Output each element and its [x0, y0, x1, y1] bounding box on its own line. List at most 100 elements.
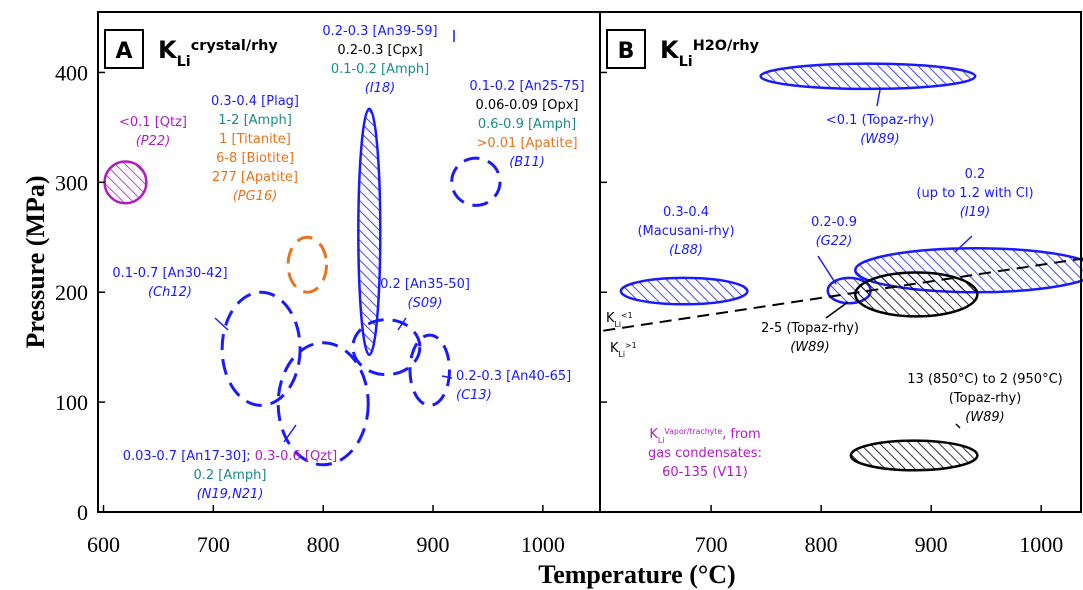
- y-tick-label: 400: [55, 60, 88, 85]
- annotation: (S09): [408, 296, 443, 311]
- annotation: 0.03-0.7 [An17-30]; 0.3-0.6 [Qzt]: [123, 449, 337, 464]
- leader-line: [954, 235, 973, 253]
- text-segment: (Ch12): [148, 285, 192, 300]
- text-segment: Li: [658, 436, 665, 445]
- x-tick-label: 900: [417, 532, 450, 557]
- text-segment: 0.1-0.2 [An25-75]: [469, 79, 584, 94]
- region: [854, 271, 979, 318]
- annotation: KLi>1: [610, 341, 637, 359]
- text-segment: (B11): [509, 155, 545, 170]
- text-segment: 0.2-0.9: [811, 215, 857, 230]
- text-segment: 1 [Titanite]: [219, 132, 291, 147]
- text-segment: 0.2 [An35-50]: [380, 277, 470, 292]
- text-segment: 0.3-0.4: [663, 205, 709, 220]
- annotation: (N19,N21): [197, 487, 264, 502]
- panel-title: KLicrystal/rhy: [158, 36, 278, 70]
- annotation: 1 [Titanite]: [219, 132, 291, 147]
- text-segment: 0.1-0.2 [Amph]: [331, 62, 429, 77]
- text-segment: 0.3-0.6 [Qzt]: [251, 449, 338, 464]
- text-segment: (L88): [669, 243, 703, 258]
- y-tick-label: 100: [55, 390, 88, 415]
- text-segment: (PG16): [233, 189, 278, 204]
- text-segment: Li: [679, 54, 693, 70]
- text-segment: K: [649, 427, 658, 442]
- leader-line: [441, 375, 453, 379]
- text-segment: 1-2 [Amph]: [218, 113, 292, 128]
- region: [450, 156, 502, 207]
- text-segment: <0.1 [Qtz]: [119, 115, 187, 130]
- y-tick-label: 200: [55, 280, 88, 305]
- text-segment: >1: [625, 341, 637, 350]
- y-tick-label: 300: [55, 170, 88, 195]
- text-segment: 0.1-0.7 [An30-42]: [112, 266, 227, 281]
- text-segment: , from: [722, 427, 761, 442]
- text-segment: (W89): [790, 340, 830, 355]
- annotation: 0.06-0.09 [Opx]: [475, 98, 578, 113]
- panel-label-box: [606, 29, 646, 69]
- annotation: >0.01 [Apatite]: [476, 136, 577, 151]
- region: [103, 160, 148, 205]
- annotation: (G22): [816, 234, 853, 249]
- x-tick-label: 700: [197, 532, 230, 557]
- annotation: (B11): [509, 155, 545, 170]
- region: [759, 62, 977, 91]
- panel-label: B: [618, 39, 635, 64]
- y-tick-label: 0: [77, 500, 88, 525]
- region: [357, 107, 382, 357]
- annotation: (W89): [790, 340, 830, 355]
- text-segment: 0.03-0.7 [An17-30];: [123, 449, 251, 464]
- leader-line: [825, 301, 849, 319]
- text-segment: Li: [615, 320, 622, 329]
- text-segment: (Topaz-rhy): [949, 391, 1022, 406]
- annotation: 0.2: [965, 167, 986, 182]
- text-segment: Li: [177, 54, 191, 70]
- text-segment: (C13): [456, 388, 492, 403]
- text-segment: (S09): [408, 296, 443, 311]
- y-axis-title: Pressure (MPa): [21, 175, 50, 348]
- annotation: 2-5 (Topaz-rhy): [761, 321, 859, 336]
- region: [351, 318, 422, 377]
- text-segment: 0.3-0.4 [Plag]: [211, 94, 299, 109]
- text-segment: 6-8 [Biotite]: [216, 151, 294, 166]
- annotation: 0.2 [Amph]: [194, 468, 267, 483]
- text-segment: (N19,N21): [197, 487, 264, 502]
- text-segment: K: [660, 36, 680, 64]
- text-segment: <1: [621, 311, 633, 320]
- region: [849, 439, 979, 472]
- text-segment: (I19): [960, 205, 991, 220]
- annotation: 0.1-0.2 [Amph]: [331, 62, 429, 77]
- text-segment: (W89): [965, 410, 1005, 425]
- annotation: 1-2 [Amph]: [218, 113, 292, 128]
- annotation: (Macusani-rhy): [637, 224, 734, 239]
- region: [408, 333, 452, 407]
- panel-title: KLiH2O/rhy: [660, 36, 760, 70]
- annotation: 0.1-0.7 [An30-42]: [112, 266, 227, 281]
- panel-label-box: [104, 29, 144, 69]
- text-segment: 60-135 (V11): [662, 465, 748, 480]
- annotation: (W89): [965, 410, 1005, 425]
- panel: [103, 107, 502, 467]
- text-segment: Vapor/trachyte: [664, 427, 722, 436]
- text-segment: <0.1 (Topaz-rhy): [826, 113, 934, 128]
- leader-line: [214, 317, 229, 331]
- region: [286, 235, 328, 294]
- boundary-line: [603, 257, 1083, 332]
- text-segment: 0.2-0.3 [Cpx]: [337, 43, 422, 58]
- annotation: (Topaz-rhy): [949, 391, 1022, 406]
- annotation: 0.2-0.3 [An40-65]: [456, 369, 571, 384]
- text-segment: (G22): [816, 234, 853, 249]
- text-segment: gas condensates:: [648, 446, 762, 461]
- x-tick-label: 1000: [1019, 532, 1063, 557]
- text-segment: K: [610, 341, 619, 356]
- annotation: (W89): [860, 132, 900, 147]
- text-segment: H2O/rhy: [693, 38, 760, 54]
- annotation: 6-8 [Biotite]: [216, 151, 294, 166]
- annotation: 0.2-0.3 [Cpx]: [337, 43, 422, 58]
- text-segment: 0.6-0.9 [Amph]: [478, 117, 576, 132]
- annotation: (I18): [365, 81, 396, 96]
- x-tick-label: 700: [695, 532, 728, 557]
- annotation: 0.6-0.9 [Amph]: [478, 117, 576, 132]
- text-segment: 0.2: [965, 167, 986, 182]
- x-tick-label: 900: [915, 532, 948, 557]
- annotation: KLi<1: [606, 311, 633, 329]
